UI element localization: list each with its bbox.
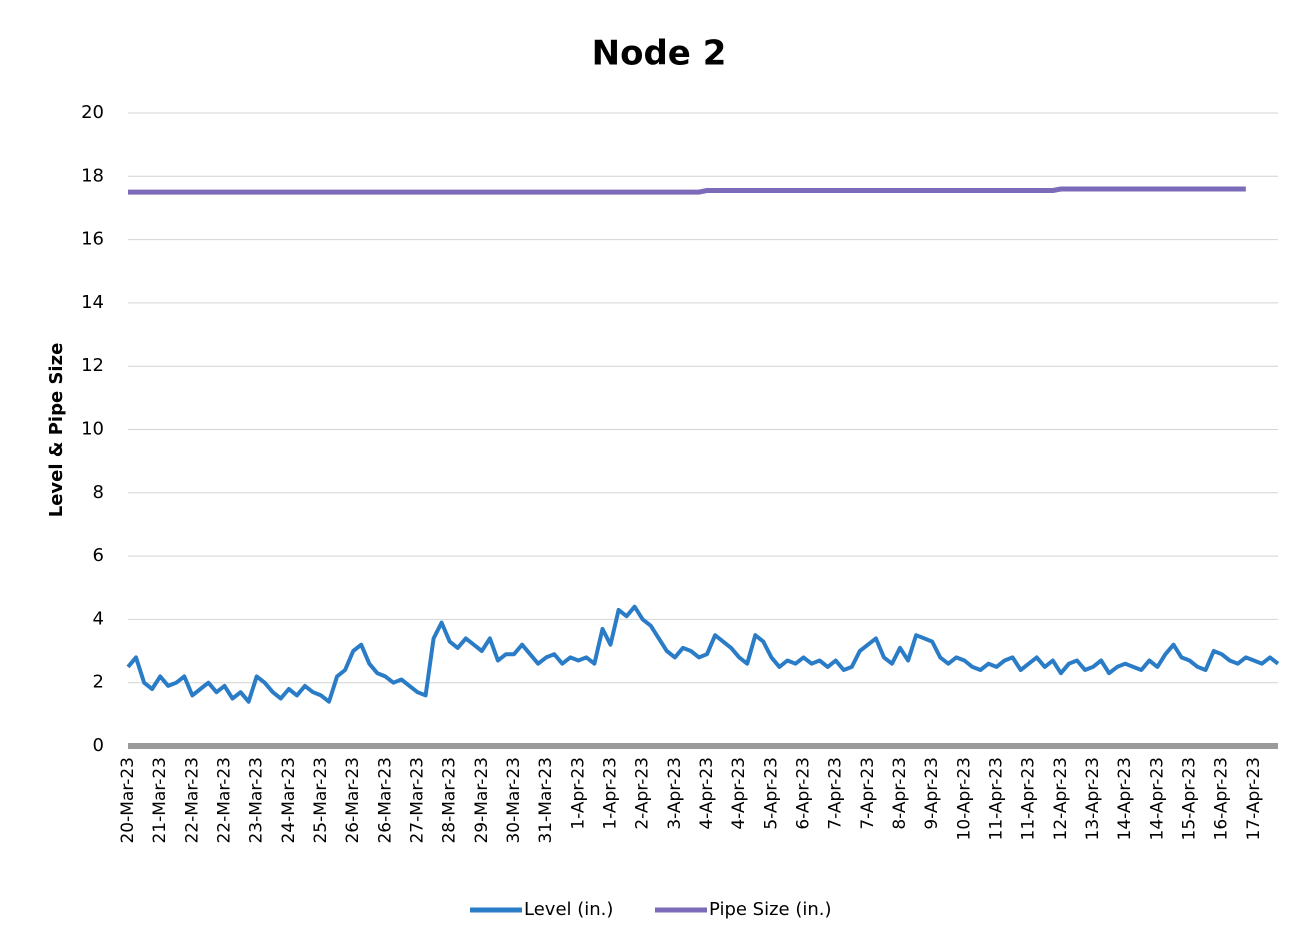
y-tick-label: 0	[93, 735, 104, 756]
x-tick-label: 4-Apr-23	[729, 757, 749, 830]
x-tick-label: 14-Apr-23	[1147, 757, 1167, 840]
x-tick-label: 8-Apr-23	[890, 757, 910, 830]
legend-label: Pipe Size (in.)	[709, 899, 832, 920]
y-tick-label: 6	[93, 545, 104, 566]
x-tick-label: 12-Apr-23	[1051, 757, 1071, 840]
x-tick-label: 20-Mar-23	[118, 757, 138, 844]
x-tick-label: 24-Mar-23	[279, 757, 299, 844]
x-tick-label: 1-Apr-23	[568, 757, 588, 830]
y-tick-label: 16	[81, 229, 104, 250]
x-tick-label: 9-Apr-23	[922, 757, 942, 830]
x-tick-label: 5-Apr-23	[761, 757, 781, 830]
x-tick-label: 22-Mar-23	[215, 757, 235, 844]
x-tick-label: 31-Mar-23	[536, 757, 556, 844]
y-tick-label: 2	[93, 672, 104, 693]
y-tick-label: 12	[81, 355, 104, 376]
x-tick-label: 29-Mar-23	[472, 757, 492, 844]
legend-label: Level (in.)	[524, 899, 613, 920]
y-axis-label: Level & Pipe Size	[46, 343, 67, 518]
y-tick-label: 8	[93, 482, 104, 503]
x-tick-label: 23-Mar-23	[247, 757, 267, 844]
x-tick-label: 16-Apr-23	[1212, 757, 1232, 840]
x-tick-label: 13-Apr-23	[1083, 757, 1103, 840]
x-tick-label: 1-Apr-23	[601, 757, 621, 830]
x-tick-label: 15-Apr-23	[1180, 757, 1200, 840]
x-tick-label: 17-Apr-23	[1244, 757, 1264, 840]
y-tick-label: 4	[93, 608, 104, 629]
x-tick-label: 11-Apr-23	[1019, 757, 1039, 840]
x-tick-label: 30-Mar-23	[504, 757, 524, 844]
x-tick-label: 11-Apr-23	[987, 757, 1007, 840]
x-tick-label: 28-Mar-23	[440, 757, 460, 844]
x-tick-label: 4-Apr-23	[697, 757, 717, 830]
x-tick-label: 7-Apr-23	[858, 757, 878, 830]
x-tick-label: 26-Mar-23	[343, 757, 363, 844]
x-tick-label: 2-Apr-23	[633, 757, 653, 830]
x-tick-label: 7-Apr-23	[826, 757, 846, 830]
x-tick-label: 21-Mar-23	[150, 757, 170, 844]
x-tick-label: 10-Apr-23	[954, 757, 974, 840]
y-tick-label: 18	[81, 165, 104, 186]
x-tick-label: 6-Apr-23	[794, 757, 814, 830]
y-tick-label: 20	[81, 102, 104, 123]
y-tick-label: 14	[81, 292, 104, 313]
x-tick-label: 27-Mar-23	[408, 757, 428, 844]
data-line	[126, 604, 1280, 704]
data-line	[128, 186, 1246, 195]
x-tick-label: 22-Mar-23	[182, 757, 202, 844]
y-tick-label: 10	[81, 419, 104, 440]
x-tick-label: 14-Apr-23	[1115, 757, 1135, 840]
x-tick-label: 26-Mar-23	[375, 757, 395, 844]
x-tick-label: 3-Apr-23	[665, 757, 685, 830]
x-tick-label: 25-Mar-23	[311, 757, 331, 844]
chart-title: Node 2	[592, 34, 727, 74]
